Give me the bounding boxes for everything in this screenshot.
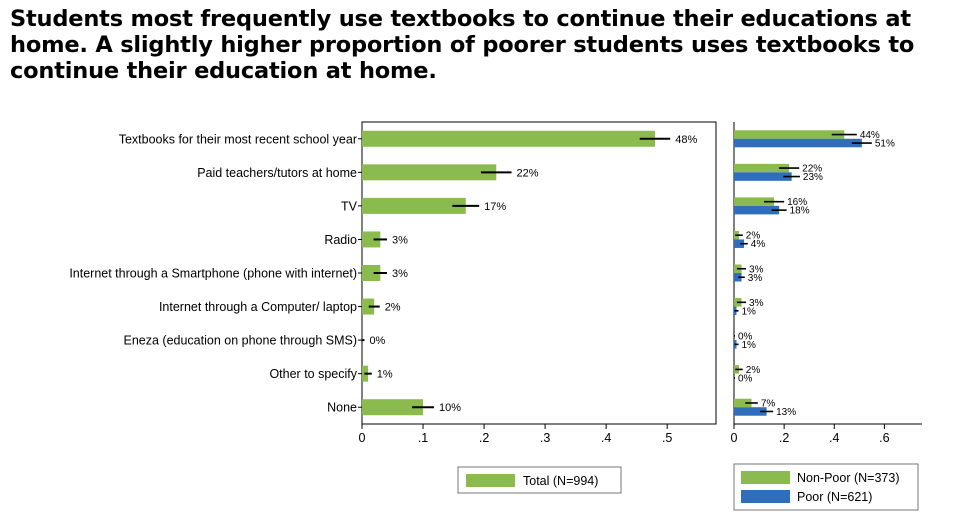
x-tick-label: 0 bbox=[731, 431, 738, 445]
x-tick-label: .6 bbox=[879, 431, 889, 445]
data-label: 23% bbox=[803, 172, 823, 183]
bar-non-poor bbox=[734, 163, 790, 173]
legend-swatch-non-poor bbox=[741, 471, 790, 484]
x-tick-label: .2 bbox=[479, 431, 489, 445]
data-label: 18% bbox=[790, 206, 810, 217]
data-label: 1% bbox=[377, 369, 393, 381]
legend-total: Total (N=994) bbox=[457, 466, 622, 494]
bar-total bbox=[362, 298, 375, 315]
data-label: 2% bbox=[385, 302, 401, 314]
right-panel-poverty: 44%51%22%23%16%18%2%4%3%3%3%1%0%1%2%0%7%… bbox=[731, 122, 922, 445]
data-label: 3% bbox=[749, 264, 764, 275]
data-label: 44% bbox=[860, 130, 880, 141]
bar-total bbox=[362, 164, 497, 181]
bar-poor bbox=[734, 138, 862, 148]
category-label: Paid teachers/tutors at home bbox=[197, 166, 357, 180]
data-label: 2% bbox=[746, 365, 761, 376]
data-label: 4% bbox=[751, 239, 766, 250]
chart-title: Students most frequently use textbooks t… bbox=[10, 6, 915, 84]
data-label: 22% bbox=[802, 164, 822, 175]
bar-total bbox=[362, 265, 381, 281]
data-label: 2% bbox=[746, 231, 761, 242]
bar-poor bbox=[734, 172, 792, 181]
x-tick-label: .1 bbox=[418, 431, 428, 445]
legend-label-non-poor: Non-Poor (N=373) bbox=[797, 471, 899, 485]
category-label: Other to specify bbox=[269, 367, 357, 381]
bar-poor bbox=[734, 205, 780, 215]
data-label: 16% bbox=[787, 197, 807, 208]
x-tick-label: 0 bbox=[359, 431, 366, 445]
legend-label-poor: Poor (N=621) bbox=[797, 490, 872, 504]
data-label: 48% bbox=[675, 134, 697, 146]
bar-non-poor bbox=[734, 398, 752, 408]
data-label: 1% bbox=[742, 340, 757, 351]
category-label: TV bbox=[341, 199, 358, 213]
legend-poverty: Non-Poor (N=373) Poor (N=621) bbox=[733, 463, 919, 511]
legend-swatch-total bbox=[466, 474, 515, 487]
data-label: 1% bbox=[742, 306, 757, 317]
data-label: 3% bbox=[392, 234, 408, 246]
category-label: Eneza (education on phone through SMS) bbox=[124, 334, 358, 348]
x-tick-label: .5 bbox=[662, 431, 672, 445]
bar-poor bbox=[734, 407, 767, 416]
category-label: Radio bbox=[324, 233, 357, 247]
bar-non-poor bbox=[734, 197, 775, 206]
category-label: Internet through a Computer/ laptop bbox=[159, 300, 357, 314]
bar-poor bbox=[734, 239, 745, 248]
bar-non-poor bbox=[734, 130, 845, 139]
x-tick-label: .2 bbox=[779, 431, 789, 445]
bar-total bbox=[362, 197, 466, 214]
data-label: 0% bbox=[738, 331, 753, 342]
data-label: 0% bbox=[369, 335, 385, 347]
data-label: 3% bbox=[748, 273, 763, 284]
category-label: Textbooks for their most recent school y… bbox=[119, 132, 357, 146]
data-label: 3% bbox=[749, 298, 764, 309]
data-label: 13% bbox=[776, 407, 796, 418]
left-panel-total: Textbooks for their most recent school y… bbox=[69, 121, 717, 445]
x-tick-label: .4 bbox=[601, 431, 611, 445]
data-label: 22% bbox=[517, 167, 539, 179]
bar-total bbox=[362, 130, 655, 147]
data-label: 0% bbox=[738, 373, 753, 384]
data-label: 17% bbox=[484, 201, 506, 213]
data-label: 51% bbox=[875, 139, 895, 150]
category-label: None bbox=[327, 401, 357, 415]
bar-total bbox=[362, 399, 424, 416]
legend-swatch-poor bbox=[741, 490, 790, 503]
x-tick-label: .4 bbox=[829, 431, 839, 445]
legend-label-total: Total (N=994) bbox=[523, 474, 598, 488]
category-label: Internet through a Smartphone (phone wit… bbox=[69, 267, 357, 281]
bar-poor bbox=[734, 273, 742, 282]
data-label: 7% bbox=[761, 398, 776, 409]
data-label: 3% bbox=[392, 268, 408, 280]
bar-total bbox=[362, 231, 381, 248]
x-tick-label: .3 bbox=[540, 431, 550, 445]
data-label: 10% bbox=[439, 402, 461, 414]
